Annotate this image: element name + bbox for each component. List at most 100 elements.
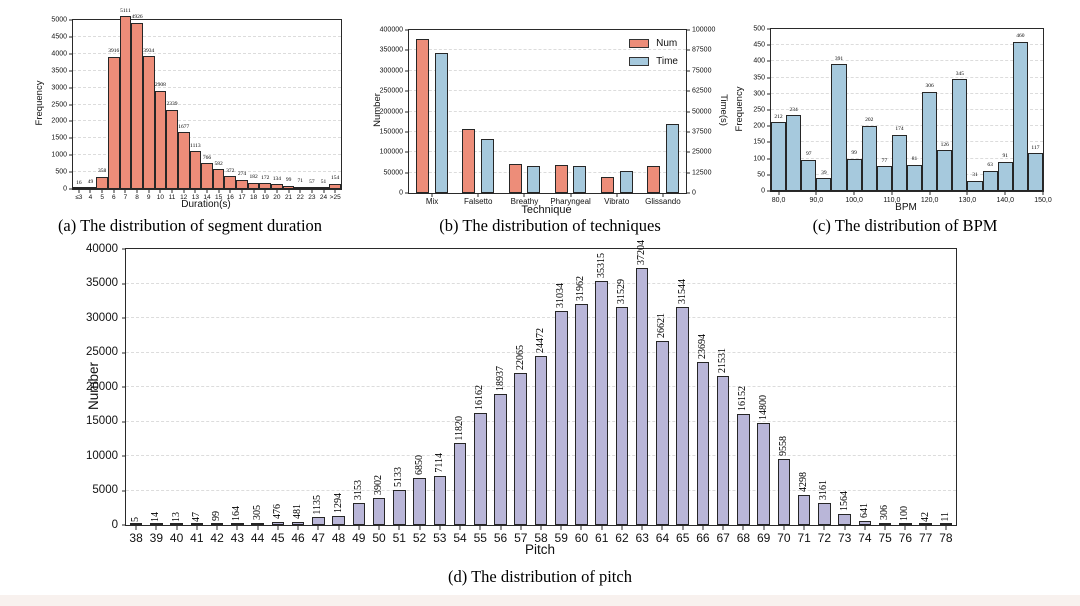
bar bbox=[413, 477, 426, 525]
y-tick-label-right: 87500 bbox=[692, 46, 712, 54]
x-tick-mark bbox=[823, 525, 825, 530]
x-tick-mark bbox=[183, 189, 185, 193]
bar bbox=[1027, 153, 1043, 191]
bar bbox=[332, 516, 345, 525]
x-tick-mark bbox=[176, 525, 178, 530]
bar bbox=[73, 187, 85, 189]
x-tick-mark bbox=[236, 525, 238, 530]
x-tick-label: 21 bbox=[284, 194, 293, 201]
x-tick-mark bbox=[904, 525, 906, 530]
bar-value-label: 182 bbox=[249, 174, 258, 181]
x-tick-label: 46 bbox=[291, 531, 305, 545]
bar bbox=[131, 22, 143, 189]
y-tick-mark-right bbox=[686, 172, 690, 174]
x-tick-mark bbox=[1042, 191, 1044, 195]
bar bbox=[967, 180, 983, 191]
bar-value-label: 126 bbox=[940, 141, 949, 148]
x-tick-mark bbox=[864, 525, 866, 530]
y-tick-mark bbox=[69, 19, 73, 21]
bar bbox=[838, 514, 851, 525]
bar bbox=[212, 169, 225, 189]
y-tick-label: 200 bbox=[753, 122, 765, 130]
bar-num bbox=[462, 129, 476, 193]
bar-value-label: 154 bbox=[331, 175, 340, 182]
y-tick-label: 25000 bbox=[86, 345, 118, 358]
x-tick-label: 64 bbox=[655, 531, 670, 545]
y-tick-mark bbox=[69, 104, 73, 105]
bar-value-label: 2908 bbox=[154, 82, 166, 89]
chart-pitch: Number 0 5000 10000 15000 20000 25000 30000 350… bbox=[0, 240, 1080, 606]
bar-value-label: 39 bbox=[821, 169, 827, 176]
bar-value-label: 100 bbox=[899, 506, 911, 522]
bar-value-label: 51 bbox=[320, 178, 327, 185]
bar-value-label: 99 bbox=[285, 177, 292, 184]
x-tick-label: 51 bbox=[392, 531, 406, 545]
x-tick-label: ≤3 bbox=[75, 194, 83, 201]
y-tick-mark bbox=[122, 421, 126, 422]
bar bbox=[312, 517, 325, 525]
bar bbox=[801, 159, 817, 191]
x-tick-label: 75 bbox=[878, 531, 892, 545]
gridline bbox=[771, 44, 1043, 46]
x-tick-label: 47 bbox=[311, 531, 325, 545]
y-tick-label: 2500 bbox=[51, 101, 67, 108]
x-tick-label: Pharyngeal bbox=[550, 197, 591, 206]
x-tick-label: 24 bbox=[319, 194, 328, 201]
bar-value-label: 5111 bbox=[120, 7, 131, 14]
x-tick-mark bbox=[500, 525, 501, 530]
bar-value-label: 582 bbox=[214, 160, 223, 167]
y-tick-label: 250000 bbox=[379, 87, 403, 95]
bar bbox=[575, 304, 588, 525]
x-tick-label: 130,0 bbox=[958, 197, 977, 204]
x-tick-mark bbox=[803, 525, 805, 530]
x-tick-label: 67 bbox=[716, 531, 730, 545]
bar bbox=[899, 523, 912, 525]
y-tick-label: 4000 bbox=[51, 50, 67, 58]
x-tick-label: 61 bbox=[595, 531, 609, 545]
x-tick-label: 13 bbox=[191, 194, 199, 201]
bar bbox=[514, 372, 528, 525]
x-tick-label: >25 bbox=[329, 194, 341, 201]
y-tick-label-right: 25000 bbox=[692, 148, 712, 156]
x-axis-label: Technique bbox=[521, 204, 572, 216]
bar bbox=[494, 394, 507, 525]
bar bbox=[210, 523, 224, 525]
bar bbox=[317, 187, 330, 189]
x-tick-mark bbox=[641, 525, 643, 530]
x-tick-mark bbox=[925, 525, 927, 530]
bar-value-label: 13 bbox=[170, 511, 182, 522]
x-tick-label: 77 bbox=[918, 531, 933, 545]
x-tick-mark bbox=[101, 189, 103, 193]
x-tick-mark bbox=[297, 525, 299, 530]
y-tick-mark bbox=[405, 49, 409, 51]
x-tick-mark bbox=[560, 525, 562, 530]
y-tick-mark-right bbox=[686, 151, 690, 153]
x-tick-label: 150,0 bbox=[1034, 197, 1052, 204]
bar-value-label: 202 bbox=[865, 117, 874, 124]
x-axis-label: Duration(s) bbox=[181, 199, 231, 210]
x-tick-mark bbox=[570, 193, 572, 197]
bar-value-label: 3161 bbox=[818, 480, 830, 501]
bar bbox=[329, 183, 341, 189]
bar-value-label: 11820 bbox=[454, 415, 466, 441]
bar-value-label: 9558 bbox=[777, 436, 789, 457]
bar-value-label: 305 bbox=[251, 504, 263, 520]
bar-value-label: 77 bbox=[881, 157, 888, 164]
y-tick-mark-right bbox=[686, 70, 690, 72]
bar-value-label: 81 bbox=[911, 156, 918, 163]
bar-value-label: 134 bbox=[272, 175, 282, 182]
x-tick-mark bbox=[218, 189, 220, 193]
y-tick-label: 500 bbox=[753, 25, 765, 33]
bar bbox=[190, 523, 204, 525]
x-tick-label: 62 bbox=[615, 531, 629, 545]
bar-value-label: 391 bbox=[834, 55, 844, 62]
bar-value-label: 1564 bbox=[838, 491, 850, 512]
y-tick-mark bbox=[69, 120, 73, 122]
num-swatch bbox=[629, 39, 650, 48]
y-tick-label: 100 bbox=[753, 155, 765, 163]
bar bbox=[737, 413, 750, 525]
y-tick-mark-right bbox=[686, 29, 690, 31]
x-tick-mark bbox=[459, 525, 461, 530]
y-tick-label: 5000 bbox=[51, 16, 67, 24]
bar bbox=[997, 161, 1013, 191]
